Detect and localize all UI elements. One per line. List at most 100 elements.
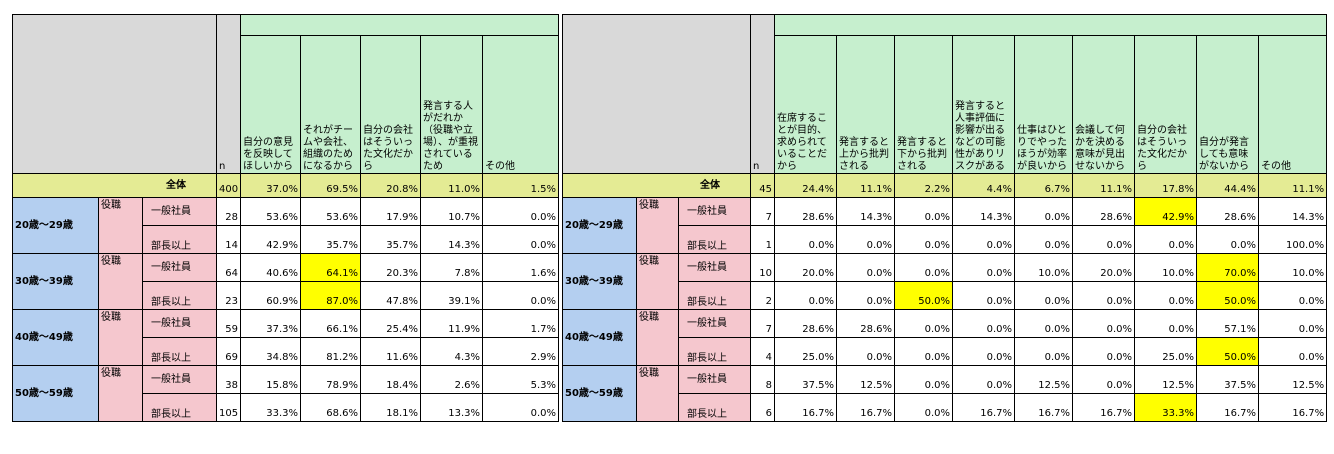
- age-group-label: 20歳～29歳: [12, 197, 99, 254]
- value-cell: 0.0%: [1014, 337, 1074, 366]
- value-cell: 20.0%: [774, 253, 838, 282]
- age-group-label: 40歳～49歳: [12, 309, 99, 366]
- value-cell: 28.6%: [836, 309, 896, 338]
- value-cell: 0.0%: [1072, 281, 1136, 310]
- value-cell: 10.7%: [420, 197, 484, 226]
- n-header: n: [216, 14, 242, 174]
- value-cell: 28.6%: [774, 197, 838, 226]
- value-cell: 0.0%: [1258, 281, 1328, 310]
- value-cell: 0.0%: [836, 253, 896, 282]
- question-header: それがチームや会社、組織のためになるから: [300, 35, 362, 174]
- question-header: 発言すると下から批判される: [894, 35, 954, 174]
- value-cell: 12.5%: [1014, 365, 1074, 394]
- value-cell: 37.5%: [1196, 365, 1260, 394]
- value-cell: 66.1%: [300, 309, 362, 338]
- question-header: 会議して何かを決める意味が見出せないから: [1072, 35, 1136, 174]
- value-cell: 1.6%: [482, 253, 560, 282]
- question-header: 発言すると上から批判される: [836, 35, 896, 174]
- question-header: その他: [1258, 35, 1328, 174]
- role-label: 役職: [98, 253, 143, 310]
- value-cell: 12.5%: [1258, 365, 1328, 394]
- value-cell: 18.1%: [360, 393, 422, 422]
- age-group-label: 50歳～59歳: [562, 365, 637, 422]
- position-label: 一般社員: [677, 309, 752, 338]
- table-row: 部長以上 69 34.8% 81.2% 11.6% 4.3% 2.9%: [13, 337, 560, 366]
- role-label: 役職: [98, 309, 143, 366]
- table-row: 部長以上 14 42.9% 35.7% 35.7% 14.3% 0.0%: [13, 225, 560, 254]
- value-cell: 11.1%: [1072, 173, 1136, 198]
- value-cell: 37.5%: [774, 365, 838, 394]
- position-label: 一般社員: [141, 309, 218, 338]
- value-cell: 0.0%: [836, 281, 896, 310]
- value-cell: 33.3%: [1134, 393, 1198, 422]
- value-cell: 10.0%: [1258, 253, 1328, 282]
- value-cell: 16.7%: [1014, 393, 1074, 422]
- table-row: 20歳～29歳 役職 一般社員 7 28.6% 14.3% 0.0% 14.3%…: [562, 197, 1328, 254]
- value-cell: 0.0%: [1134, 225, 1198, 254]
- n-cell: 45: [750, 173, 776, 198]
- value-cell: 17.9%: [360, 197, 422, 226]
- value-cell: 0.0%: [1134, 281, 1198, 310]
- table-row: 30歳～39歳 役職 一般社員 64 40.6% 64.1% 20.3% 7.8…: [12, 253, 560, 310]
- value-cell: 17.8%: [1134, 173, 1198, 198]
- value-cell: 28.6%: [1072, 197, 1136, 226]
- value-cell: 0.0%: [894, 365, 954, 394]
- question-header: 自分の会社はそういった文化だから: [360, 35, 422, 174]
- position-label: 部長以上: [141, 337, 218, 366]
- value-cell: 0.0%: [1258, 309, 1328, 338]
- question-header: 自分の意見を反映してほしいから: [240, 35, 302, 174]
- value-cell: 42.9%: [240, 225, 302, 254]
- value-cell: 0.0%: [952, 337, 1016, 366]
- n-cell: 38: [216, 365, 242, 394]
- value-cell: 1.5%: [482, 173, 560, 198]
- value-cell: 2.2%: [894, 173, 954, 198]
- table-row: 部長以上 4 25.0% 0.0% 0.0% 0.0% 0.0% 0.0% 25…: [563, 337, 1328, 366]
- value-cell: 47.8%: [360, 281, 422, 310]
- value-cell: 10.0%: [1134, 253, 1198, 282]
- value-cell: 0.0%: [952, 309, 1016, 338]
- n-cell: 8: [750, 365, 776, 394]
- value-cell: 39.1%: [420, 281, 484, 310]
- value-cell: 15.8%: [240, 365, 302, 394]
- value-cell: 0.0%: [774, 281, 838, 310]
- value-cell: 20.0%: [1072, 253, 1136, 282]
- role-label: 役職: [98, 365, 143, 422]
- value-cell: 87.0%: [300, 281, 362, 310]
- value-cell: 44.4%: [1196, 173, 1260, 198]
- age-group-label: 30歳～39歳: [562, 253, 637, 310]
- table-row: 40歳～49歳 役職 一般社員 59 37.3% 66.1% 25.4% 11.…: [12, 309, 560, 366]
- value-cell: 20.3%: [360, 253, 422, 282]
- position-label: 一般社員: [677, 365, 752, 394]
- value-cell: 0.0%: [1258, 337, 1328, 366]
- value-cell: 0.0%: [1014, 225, 1074, 254]
- value-cell: 14.3%: [420, 225, 484, 254]
- value-cell: 0.0%: [894, 393, 954, 422]
- value-cell: 16.7%: [1258, 393, 1328, 422]
- value-cell: 0.0%: [952, 365, 1016, 394]
- n-cell: 64: [216, 253, 242, 282]
- reasons-not-to-speak-table: n 在席することが目的、求められていることだから 発言すると上から批判される 発…: [561, 14, 1328, 422]
- value-cell: 0.0%: [482, 393, 560, 422]
- question-band: [240, 14, 560, 36]
- n-cell: 400: [216, 173, 242, 198]
- position-label: 部長以上: [141, 281, 218, 310]
- value-cell: 69.5%: [300, 173, 362, 198]
- position-label: 部長以上: [677, 281, 752, 310]
- value-cell: 37.3%: [240, 309, 302, 338]
- age-group-label: 20歳～29歳: [562, 197, 637, 254]
- value-cell: 0.0%: [952, 253, 1016, 282]
- position-label: 一般社員: [141, 253, 218, 282]
- value-cell: 33.3%: [240, 393, 302, 422]
- value-cell: 50.0%: [1196, 337, 1260, 366]
- value-cell: 0.0%: [1072, 365, 1136, 394]
- n-cell: 105: [216, 393, 242, 422]
- position-label: 部長以上: [677, 393, 752, 422]
- value-cell: 0.0%: [482, 225, 560, 254]
- value-cell: 68.6%: [300, 393, 362, 422]
- position-label: 部長以上: [677, 337, 752, 366]
- value-cell: 12.5%: [1134, 365, 1198, 394]
- header-corner: [11, 14, 218, 174]
- n-cell: 7: [750, 197, 776, 226]
- question-header: 発言すると人事評価に影響が出るなどの可能性がありリスクがある: [952, 35, 1016, 174]
- value-cell: 6.7%: [1014, 173, 1074, 198]
